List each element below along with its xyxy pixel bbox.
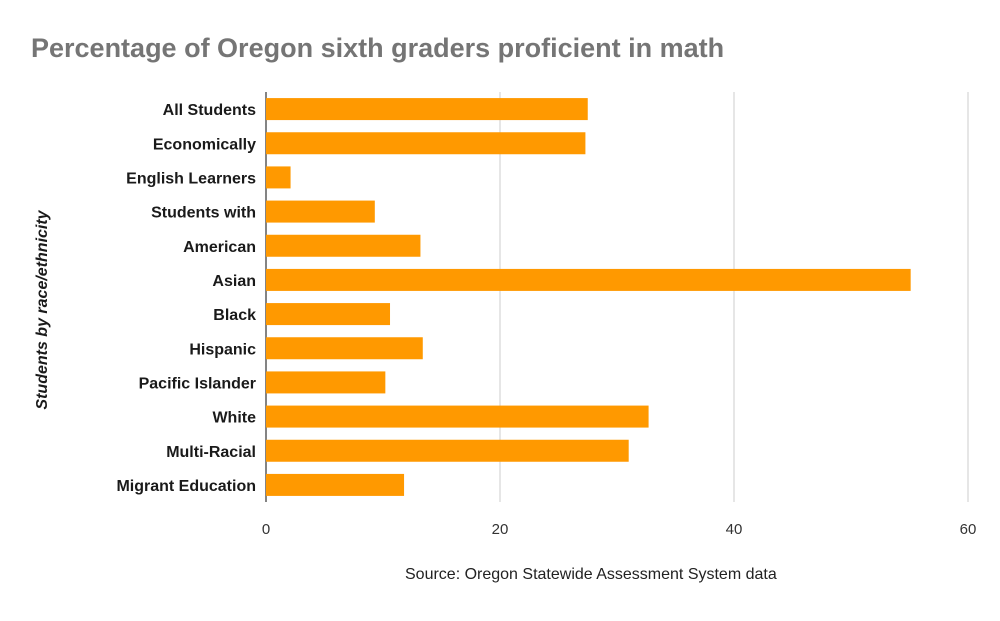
category-label: Black	[213, 307, 256, 324]
chart-title: Percentage of Oregon sixth graders profi…	[31, 33, 724, 63]
bar	[266, 473, 405, 496]
category-label: American	[183, 239, 256, 256]
category-label: Migrant Education	[116, 478, 256, 495]
category-label: Asian	[212, 273, 256, 290]
bar	[266, 200, 375, 223]
x-tick-labels: 0 20 40 60	[262, 521, 977, 538]
bar	[266, 337, 423, 360]
y-axis-label: Students by race/ethnicity	[34, 209, 51, 409]
bar	[266, 166, 291, 189]
source-note: Source: Oregon Statewide Assessment Syst…	[405, 566, 777, 583]
category-labels: All Students Economically English Learners…	[116, 102, 256, 495]
bar	[266, 371, 386, 394]
bar	[266, 405, 649, 428]
bars	[266, 98, 911, 496]
bar	[266, 132, 586, 155]
x-tick-label: 60	[960, 521, 977, 538]
category-label: Hispanic	[189, 341, 256, 358]
category-label: Pacific Islander	[139, 375, 256, 392]
category-label: Economically	[153, 136, 256, 153]
category-label: Students with	[151, 205, 256, 222]
bar	[266, 98, 588, 121]
x-tick-label: 20	[492, 521, 509, 538]
bar	[266, 439, 629, 462]
bar	[266, 268, 911, 291]
x-tick-label: 40	[726, 521, 743, 538]
category-label: Multi-Racial	[166, 444, 256, 461]
category-label: English Learners	[126, 170, 256, 187]
gridlines	[265, 92, 969, 502]
bar	[266, 303, 391, 326]
category-label: White	[212, 410, 256, 427]
x-tick-label: 0	[262, 521, 270, 538]
category-label: All Students	[163, 102, 256, 119]
bar	[266, 234, 421, 257]
